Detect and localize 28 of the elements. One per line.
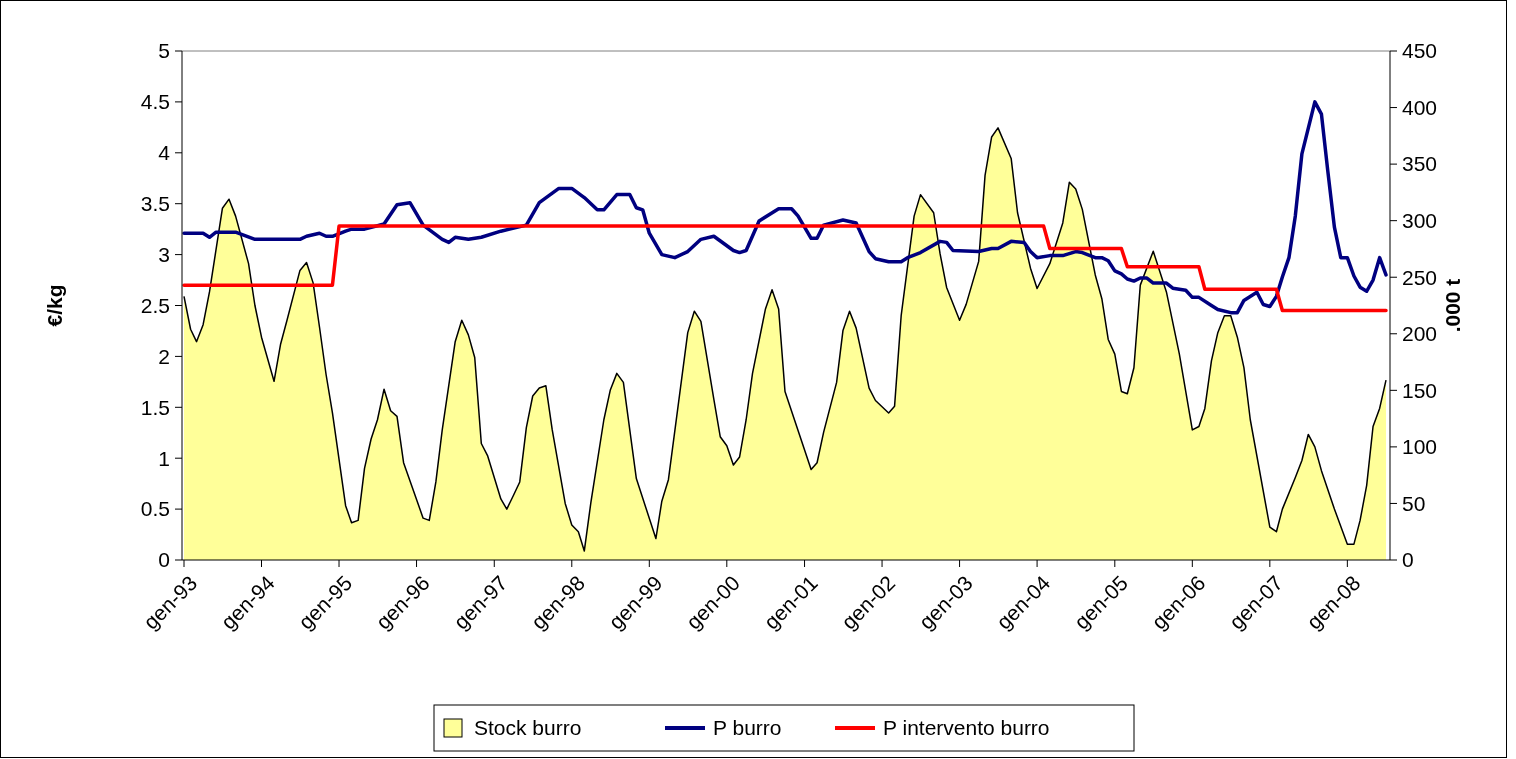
legend-label: P burro xyxy=(713,716,782,740)
y2-tick-label: 0 xyxy=(1402,548,1414,572)
y2-tick-label: 250 xyxy=(1402,265,1438,289)
y2-tick-label: 400 xyxy=(1402,95,1438,119)
y-tick-label: 1 xyxy=(158,446,170,470)
legend-label: Stock burro xyxy=(474,716,582,740)
y-tick-label: 5 xyxy=(158,39,170,63)
y-tick-label: 3.5 xyxy=(140,192,170,216)
y-tick-label: 4 xyxy=(158,141,171,165)
y-tick-label: 0.5 xyxy=(140,497,170,521)
y2-tick-label: 100 xyxy=(1402,435,1438,459)
y-tick-label: 3 xyxy=(158,242,170,266)
line-series xyxy=(182,224,1388,313)
y2-tick-label: 150 xyxy=(1402,378,1438,402)
line-series xyxy=(182,100,1388,315)
y2-tick-label: 50 xyxy=(1402,491,1426,515)
y2-tick-label: 450 xyxy=(1402,39,1438,63)
y-tick-label: 1.5 xyxy=(140,395,170,419)
y-tick-label: 4.5 xyxy=(140,90,170,114)
y2-tick-label: 300 xyxy=(1402,209,1438,233)
y2-tick-label: 200 xyxy=(1402,322,1438,346)
legend-label: P intervento burro xyxy=(883,716,1050,740)
y-tick-label: 2 xyxy=(158,344,170,368)
y-axis-title: €/kg xyxy=(43,284,66,327)
y2-axis-title: .000 t xyxy=(1441,278,1464,333)
y-tick-label: 0 xyxy=(158,548,170,572)
y2-tick-label: 350 xyxy=(1402,152,1438,176)
y-tick-label: 2.5 xyxy=(140,293,170,317)
